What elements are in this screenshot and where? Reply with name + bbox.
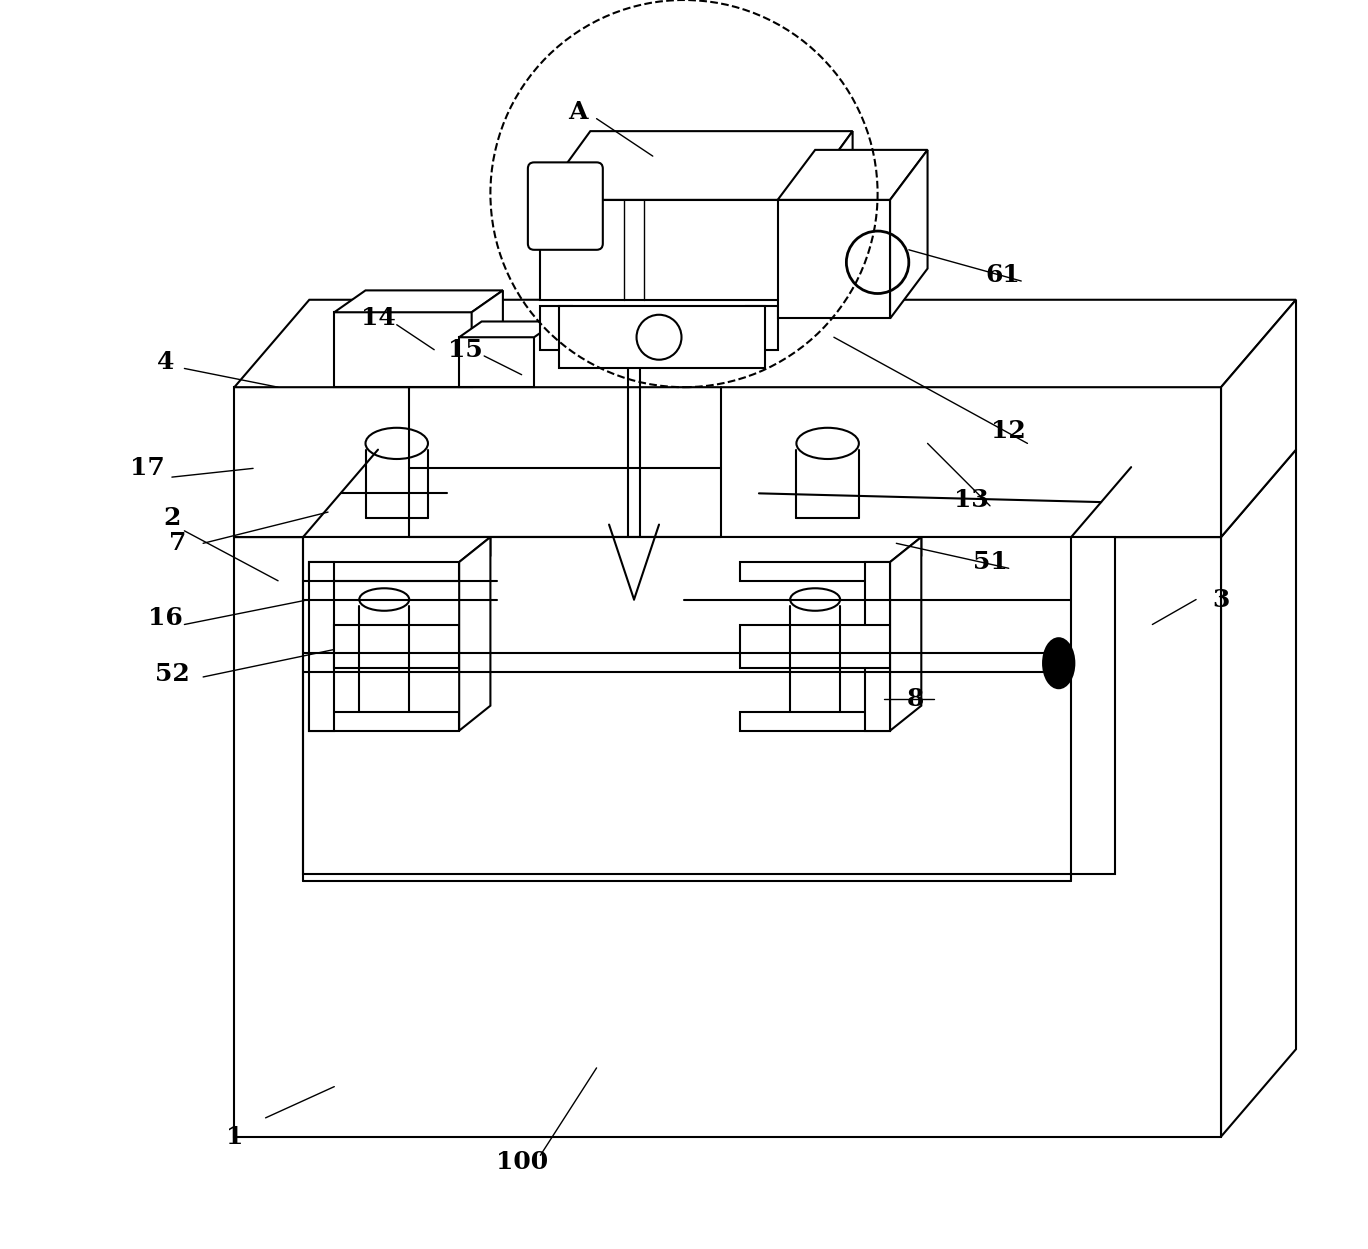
Text: A: A (568, 100, 588, 125)
Polygon shape (472, 291, 503, 387)
Text: 7: 7 (170, 531, 187, 556)
Polygon shape (304, 537, 1115, 874)
Polygon shape (891, 537, 921, 731)
Polygon shape (540, 200, 803, 300)
Polygon shape (891, 150, 928, 318)
Text: 51: 51 (973, 550, 1007, 575)
Text: 16: 16 (148, 606, 183, 631)
Text: 4: 4 (157, 350, 174, 375)
Polygon shape (460, 321, 557, 337)
Polygon shape (334, 291, 503, 312)
Polygon shape (865, 562, 891, 731)
Polygon shape (309, 712, 460, 731)
Polygon shape (803, 131, 852, 300)
Ellipse shape (1042, 638, 1074, 688)
Text: 17: 17 (130, 456, 164, 481)
Polygon shape (560, 306, 765, 368)
Polygon shape (540, 131, 852, 200)
Polygon shape (777, 200, 891, 318)
Polygon shape (740, 562, 891, 581)
FancyBboxPatch shape (528, 162, 603, 250)
Text: 1: 1 (226, 1124, 244, 1149)
Polygon shape (540, 306, 572, 350)
Polygon shape (234, 387, 1222, 537)
Polygon shape (309, 562, 334, 731)
Polygon shape (740, 624, 891, 668)
Text: 13: 13 (953, 487, 989, 512)
Polygon shape (740, 712, 891, 731)
Text: 14: 14 (361, 306, 395, 331)
Polygon shape (1222, 300, 1295, 537)
Polygon shape (234, 537, 1222, 1137)
Polygon shape (334, 624, 460, 668)
Text: 8: 8 (907, 687, 923, 712)
Polygon shape (309, 562, 460, 581)
Polygon shape (891, 537, 921, 581)
Polygon shape (334, 312, 472, 387)
Polygon shape (460, 337, 534, 387)
Polygon shape (234, 450, 1295, 537)
Text: 52: 52 (155, 662, 189, 687)
Text: 15: 15 (449, 337, 483, 362)
Polygon shape (747, 306, 777, 350)
Polygon shape (460, 537, 490, 581)
Text: 61: 61 (985, 262, 1021, 287)
Polygon shape (777, 150, 928, 200)
Polygon shape (1222, 450, 1295, 1137)
Text: 3: 3 (1212, 587, 1230, 612)
Text: 12: 12 (992, 418, 1026, 443)
Polygon shape (460, 537, 490, 731)
Polygon shape (234, 300, 1295, 387)
Text: 2: 2 (163, 506, 181, 531)
Text: 100: 100 (495, 1149, 547, 1174)
